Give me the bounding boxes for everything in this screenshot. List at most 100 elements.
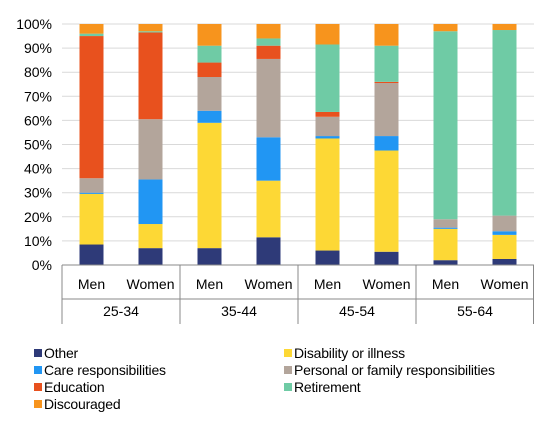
bar-segment [256,180,281,238]
bar-segment [315,111,340,117]
bar-segment [256,24,281,39]
legend-item: Discouraged [34,395,121,412]
bar-segment [197,45,222,63]
bars [79,24,517,265]
y-tick-label: 80% [24,64,52,80]
x-axis: Men Women 25-34 Men Women 35-44 Men Women 45-54 M… [61,264,534,324]
legend-item: Other [34,344,78,361]
legend-item: Retirement [284,378,361,395]
y-tick-label: 40% [24,161,52,177]
x-group-label: 35-44 [221,303,257,319]
bar-segment [374,45,399,82]
bar-segment [256,38,281,46]
bar-segment [374,251,399,265]
bar-segment [197,62,222,78]
bar-segment [492,215,517,232]
legend-swatch [34,399,42,408]
bar-segment [315,250,340,265]
legend-label: Discouraged [44,395,121,412]
bar-segment [197,24,222,46]
y-tick-label: 100% [16,16,52,32]
legend-swatch [34,382,42,391]
bar-segment [374,150,399,252]
bar-segment [433,228,458,261]
x-category-label: Men [196,276,223,292]
bar-segment [492,24,517,31]
bar-segment [256,58,281,138]
bar-segment [492,30,517,216]
x-category-label: Women [127,276,175,292]
bar-segment [197,248,222,265]
x-group-label: 25-34 [103,303,139,319]
y-tick-label: 10% [24,233,52,249]
bar-segment [138,24,163,32]
legend-item: Education [34,378,105,395]
legend-item: Disability or illness [284,344,405,361]
bar-segment [138,224,163,249]
gridlines [62,23,534,242]
bar-segment [256,137,281,181]
y-tick-label: 30% [24,185,52,201]
legend-label: Retirement [294,378,361,395]
bar-segment [433,219,458,228]
bar-segment [138,32,163,120]
bar-segment [374,81,399,84]
y-tick-label: 90% [24,40,52,56]
x-group-label: 55-64 [457,303,493,319]
bar-segment [79,244,104,265]
bar-segment [492,231,517,235]
bar-segment [79,192,104,194]
y-tick-label: 70% [24,88,52,104]
x-group-label: 45-54 [339,303,375,319]
bar-segment [256,45,281,59]
legend-swatch [284,382,292,391]
bar-segment [138,179,163,225]
bar-segment [79,193,104,245]
bar-segment [374,24,399,46]
x-category-label: Women [481,276,529,292]
bar-segment [492,258,517,265]
legend-label: Personal or family responsibilities [294,361,495,378]
y-tick-label: 20% [24,209,52,225]
x-category-label: Men [432,276,459,292]
bar-segment [315,116,340,137]
bar-segment [197,110,222,123]
bar-segment [79,36,104,179]
bar-segment [197,122,222,249]
bar-segment [433,227,458,229]
legend-label: Education [44,378,105,395]
y-axis-tick-labels: 0% 10% 20% 30% 40% 50% 60% 70% 80% 90% 100% [16,16,52,273]
bar-segment [433,260,458,265]
bar-segment [138,31,163,33]
bar-segment [374,136,399,151]
bar-segment [433,31,458,220]
legend: Other Disability or illness Care responsib… [34,344,534,428]
bar-segment [256,237,281,265]
y-tick-label: 60% [24,112,52,128]
x-category-label: Women [363,276,411,292]
x-category-label: Men [314,276,341,292]
legend-item: Care responsibilities [34,361,166,378]
bar-segment [315,136,340,139]
bar-segment [197,77,222,111]
bar-segment [492,234,517,259]
legend-swatch [284,365,292,374]
x-category-label: Men [78,276,105,292]
bar-segment [138,119,163,180]
legend-item: Personal or family responsibilities [284,361,495,378]
legend-label: Other [44,344,79,361]
bar-segment [315,44,340,112]
bar-segment [79,178,104,193]
bar-segment [138,248,163,265]
legend-swatch [284,348,292,357]
legend-label: Care responsibilities [44,361,166,378]
y-tick-label: 0% [32,257,52,273]
bar-segment [315,138,340,251]
bar-segment [374,83,399,137]
legend-swatch [34,365,42,374]
bar-segment [433,24,458,32]
legend-swatch [34,348,42,357]
x-category-label: Women [245,276,293,292]
bar-segment [315,24,340,45]
